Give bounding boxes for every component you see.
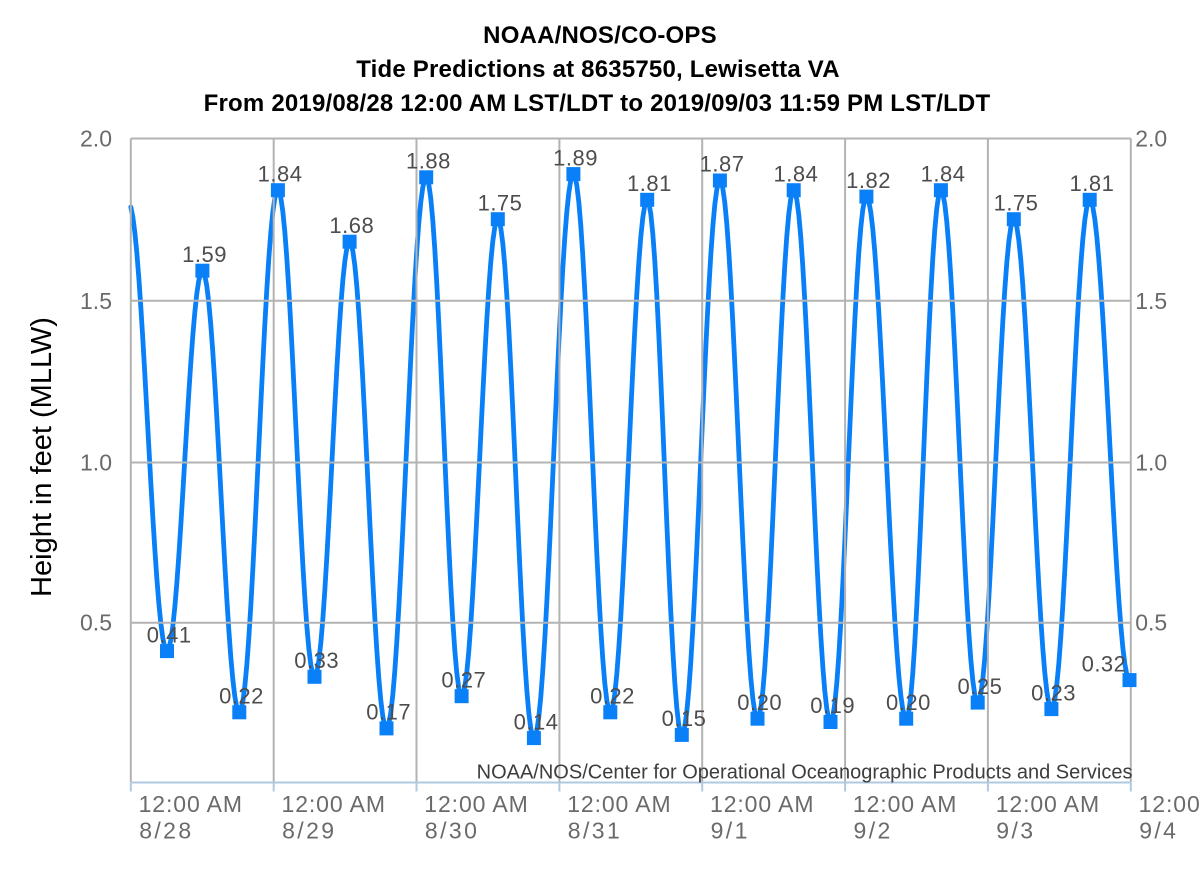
svg-text:1.88: 1.88 [406,149,451,174]
svg-text:1.75: 1.75 [994,190,1039,215]
svg-text:1.82: 1.82 [846,168,891,193]
svg-text:NOAA/NOS/CO-OPS: NOAA/NOS/CO-OPS [483,22,717,49]
svg-text:9/2: 9/2 [854,818,893,844]
svg-text:0.23: 0.23 [1031,680,1076,705]
svg-text:0.5: 0.5 [1135,610,1167,636]
svg-text:12:00 AM: 12:00 AM [1139,791,1200,817]
svg-text:8/28: 8/28 [139,818,193,844]
svg-text:8/31: 8/31 [568,818,622,844]
svg-text:1.75: 1.75 [478,190,523,215]
svg-text:0.5: 0.5 [80,610,112,636]
svg-text:8/29: 8/29 [282,818,336,844]
svg-text:1.84: 1.84 [921,161,966,186]
svg-text:1.5: 1.5 [1135,288,1167,314]
svg-text:12:00 AM: 12:00 AM [139,791,243,817]
svg-text:0.27: 0.27 [441,667,486,692]
svg-text:0.19: 0.19 [810,693,855,718]
svg-text:Height in feet (MLLW): Height in feet (MLLW) [26,317,58,597]
svg-text:1.68: 1.68 [329,213,374,238]
svg-text:Tide Predictions at 8635750, L: Tide Predictions at 8635750, Lewisetta V… [356,56,840,83]
svg-text:0.22: 0.22 [219,684,264,709]
svg-text:0.20: 0.20 [737,690,782,715]
svg-text:2.0: 2.0 [1135,126,1167,152]
svg-text:1.87: 1.87 [700,152,745,177]
svg-text:0.33: 0.33 [294,648,339,673]
svg-text:1.84: 1.84 [258,161,303,186]
svg-text:9/1: 9/1 [711,818,750,844]
svg-text:8/30: 8/30 [425,818,479,844]
svg-text:1.59: 1.59 [182,242,227,267]
svg-text:1.81: 1.81 [1069,171,1114,196]
svg-text:0.22: 0.22 [590,684,635,709]
svg-text:1.81: 1.81 [627,171,672,196]
svg-text:1.5: 1.5 [80,288,112,314]
svg-text:1.84: 1.84 [773,161,818,186]
svg-text:9/4: 9/4 [1139,818,1178,844]
svg-text:12:00 AM: 12:00 AM [567,791,671,817]
svg-text:12:00 AM: 12:00 AM [853,791,957,817]
svg-text:0.41: 0.41 [147,622,192,647]
svg-text:1.0: 1.0 [1135,450,1167,476]
svg-text:From 2019/08/28 12:00 AM LST/L: From 2019/08/28 12:00 AM LST/LDT to 2019… [204,90,991,117]
svg-text:1.89: 1.89 [553,145,598,170]
svg-text:12:00 AM: 12:00 AM [710,791,814,817]
svg-text:2.0: 2.0 [80,126,112,152]
svg-text:1.0: 1.0 [80,450,112,476]
svg-text:12:00 AM: 12:00 AM [282,791,386,817]
svg-text:9/3: 9/3 [996,818,1035,844]
svg-text:0.25: 0.25 [957,674,1002,699]
svg-text:0.17: 0.17 [366,700,411,725]
svg-text:0.15: 0.15 [662,706,707,731]
svg-text:12:00 AM: 12:00 AM [996,791,1100,817]
svg-text:0.32: 0.32 [1082,651,1127,676]
svg-text:NOAA/NOS/Center for Operationa: NOAA/NOS/Center for Operational Oceanogr… [477,762,1133,784]
svg-text:0.20: 0.20 [886,690,931,715]
svg-text:0.14: 0.14 [514,709,559,734]
svg-text:12:00 AM: 12:00 AM [424,791,528,817]
